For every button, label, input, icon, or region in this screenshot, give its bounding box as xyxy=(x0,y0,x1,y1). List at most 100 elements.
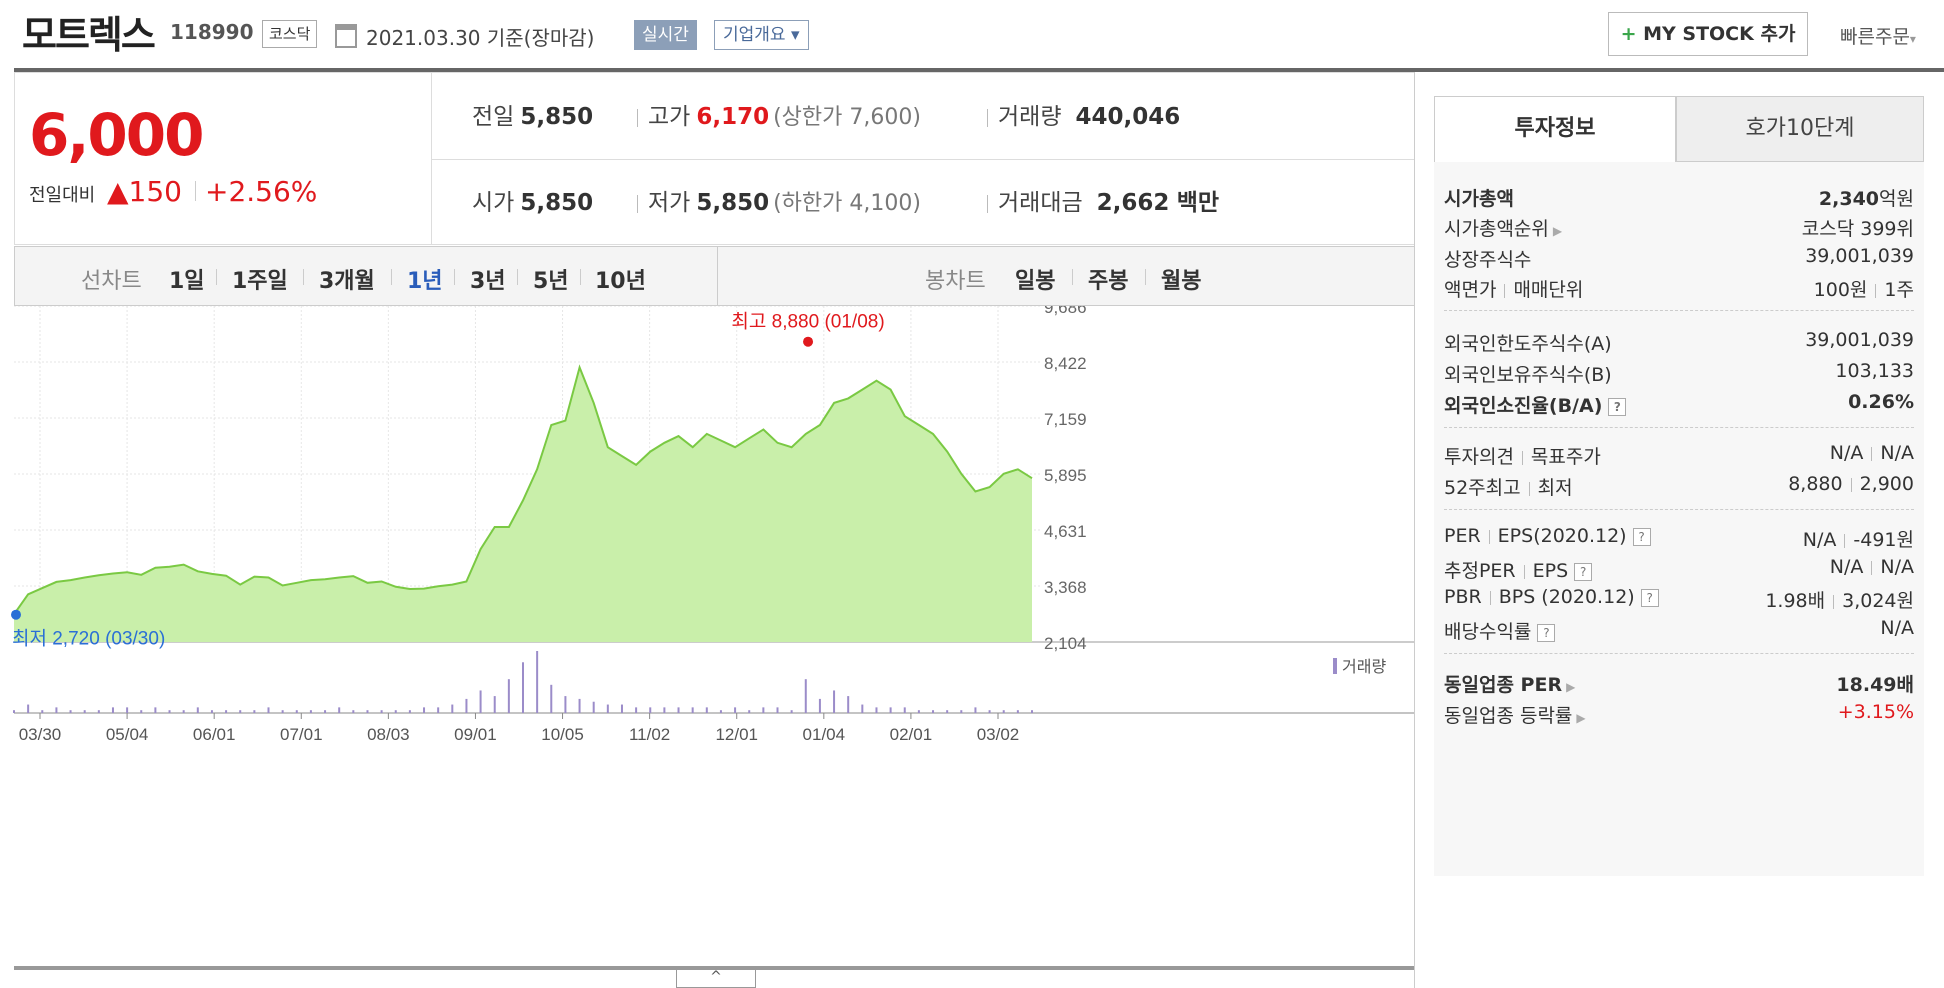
divider xyxy=(987,194,988,213)
stat-volume: 거래량 440,046 xyxy=(987,97,1180,131)
stat-low: 저가 5,850 (하한가 4,100) xyxy=(637,183,921,217)
tab-orderbook-10[interactable]: 호가10단계 xyxy=(1676,96,1924,162)
divider xyxy=(717,247,718,305)
help-icon[interactable]: ? xyxy=(1574,562,1593,581)
y-tick-label: 5,895 xyxy=(1044,466,1087,485)
chevron-down-icon: ▾ xyxy=(790,25,800,45)
y-tick-label: 9,686 xyxy=(1044,306,1087,317)
upper-limit: (상한가 7,600) xyxy=(773,105,921,130)
row-foreign-hold: 외국인보유주식수(B) 103,133 xyxy=(1444,360,1914,390)
volume-bar xyxy=(111,707,114,713)
caret-right-icon: ▶ xyxy=(1566,680,1576,694)
x-tick-label: 12/01 xyxy=(715,725,758,744)
est-per-label-group: 추정PER EPS? xyxy=(1444,556,1593,583)
est-per-value: N/A xyxy=(1829,556,1864,578)
row-par-value: 액면가 매매단위 100원 1주 xyxy=(1444,275,1914,305)
period-1y[interactable]: 1년 xyxy=(407,269,443,294)
volume-bar xyxy=(154,707,157,713)
volume-bar xyxy=(493,696,496,713)
period-1w[interactable]: 1주일 xyxy=(232,269,288,294)
target-value: N/A xyxy=(1880,442,1914,464)
candle-weekly[interactable]: 주봉 xyxy=(1088,269,1129,294)
volume-bar xyxy=(451,704,454,713)
volume-bar xyxy=(281,710,284,713)
divider xyxy=(1504,283,1506,298)
period-5y[interactable]: 5년 xyxy=(533,269,569,294)
per-value: N/A xyxy=(1802,529,1837,551)
volume-bar xyxy=(762,707,765,713)
lower-limit: (하한가 4,100) xyxy=(773,191,921,216)
volume-bar xyxy=(83,710,86,713)
divider xyxy=(216,269,217,285)
candle-monthly[interactable]: 월봉 xyxy=(1161,269,1202,294)
period-10y[interactable]: 10년 xyxy=(595,269,646,294)
candle-daily[interactable]: 일봉 xyxy=(1015,269,1056,294)
volume-bar xyxy=(168,710,171,713)
volume-bar xyxy=(210,710,213,713)
sector-change-value: +3.15% xyxy=(1837,701,1914,723)
quick-order-button[interactable]: 빠른주문▾ xyxy=(1840,22,1916,49)
help-icon[interactable]: ? xyxy=(1640,588,1659,607)
volume-bar xyxy=(522,662,524,713)
row-market-cap: 시가총액 2,340억원 xyxy=(1444,184,1914,214)
market-cap-value: 2,340억원 xyxy=(1819,184,1914,211)
divider xyxy=(1875,283,1877,298)
divider xyxy=(1444,427,1914,428)
market-cap-number: 2,340 xyxy=(1818,188,1880,210)
volume-bar xyxy=(818,698,821,713)
sector-per-link[interactable]: 동일업종 PER ▶ xyxy=(1444,670,1575,697)
volume-bar xyxy=(592,701,595,713)
x-tick-label: 11/02 xyxy=(629,725,670,744)
calendar-icon xyxy=(335,24,357,48)
x-tick-label: 06/01 xyxy=(193,725,236,744)
help-icon[interactable]: ? xyxy=(1608,397,1627,416)
x-tick-label: 07/01 xyxy=(280,725,323,744)
period-1d[interactable]: 1일 xyxy=(169,269,205,294)
volume-bar xyxy=(988,710,991,713)
tab-investment-info[interactable]: 투자정보 xyxy=(1434,96,1676,162)
help-icon[interactable]: ? xyxy=(1632,527,1651,546)
volume-bar xyxy=(423,707,426,713)
row-per: PER EPS(2020.12)? N/A -491원 xyxy=(1444,525,1914,555)
high-marker xyxy=(803,336,814,347)
high-value: 6,170 xyxy=(696,104,770,130)
eps-label: EPS(2020.12) xyxy=(1497,525,1627,547)
open-label: 시가 xyxy=(472,190,515,216)
help-icon[interactable]: ? xyxy=(1537,623,1556,642)
w52-high-label: 52주최고 xyxy=(1444,477,1521,499)
divider xyxy=(432,159,1415,160)
target-label: 목표주가 xyxy=(1530,446,1601,468)
row-market-cap-rank: 시가총액순위 ▶ 코스닥 399위 xyxy=(1444,214,1914,244)
volume-bar xyxy=(69,710,72,713)
y-tick-label: 4,631 xyxy=(1044,522,1087,541)
w52-value-group: 8,880 2,900 xyxy=(1788,473,1914,495)
sector-change-link[interactable]: 동일업종 등락률 ▶ xyxy=(1444,701,1586,728)
divider xyxy=(1488,529,1490,544)
x-tick-label: 09/01 xyxy=(454,725,497,744)
volume-value: 440,046 xyxy=(1075,104,1181,130)
y-tick-label: 8,422 xyxy=(1044,354,1087,373)
divider xyxy=(1521,450,1523,465)
market-cap-rank-link[interactable]: 시가총액순위 ▶ xyxy=(1444,214,1562,241)
volume-bar xyxy=(309,710,312,713)
period-3m[interactable]: 3개월 xyxy=(319,269,375,294)
volume-bar xyxy=(1031,710,1033,713)
realtime-button[interactable]: 실시간 xyxy=(634,20,697,50)
per-label-group: PER EPS(2020.12)? xyxy=(1444,525,1651,547)
collapse-chart-button[interactable]: ^ xyxy=(676,970,756,988)
volume-bar xyxy=(536,651,539,713)
volume-bar xyxy=(932,710,935,713)
add-my-stock-button[interactable]: + MY STOCK 추가 xyxy=(1608,12,1808,56)
divider xyxy=(1850,477,1852,492)
sector-per-value: 18.49배 xyxy=(1836,674,1914,696)
prev-close-label: 전일 xyxy=(472,104,515,130)
row-sector-change: 동일업종 등락률 ▶ +3.15% xyxy=(1444,701,1914,731)
volume-bar xyxy=(734,707,737,713)
plus-icon: + xyxy=(1620,23,1637,45)
company-overview-button[interactable]: 기업개요 ▾ xyxy=(714,20,809,50)
opinion-value: N/A xyxy=(1829,442,1864,464)
divider xyxy=(1072,269,1073,285)
period-3y[interactable]: 3년 xyxy=(470,269,506,294)
foreign-ratio-label: 외국인소진율(B/A) xyxy=(1444,395,1603,417)
stat-prev-close: 전일 5,850 xyxy=(472,97,593,131)
